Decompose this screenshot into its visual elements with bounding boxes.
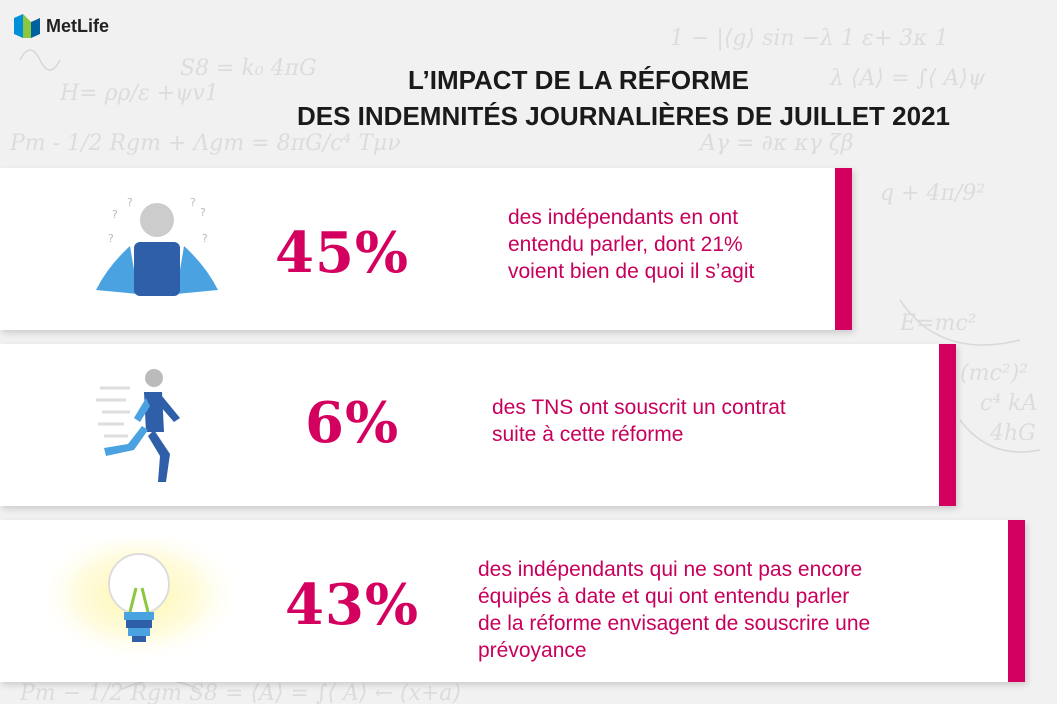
metlife-logo-icon — [14, 14, 40, 38]
stat-description: des indépendants qui ne sont pas encore … — [478, 558, 871, 662]
svg-text:(mc²)²: (mc²)² — [960, 361, 1028, 386]
stat-percent: 45% — [275, 220, 410, 286]
svg-text:?: ? — [112, 208, 118, 221]
confused-person-icon: ??? ??? — [96, 196, 218, 296]
stat-card-intention: 43% des indépendants qui ne sont pas enc… — [0, 520, 1025, 682]
svg-text:E=mc²: E=mc² — [899, 311, 977, 336]
svg-text:4hG: 4hG — [989, 421, 1036, 446]
stat-percent: 6% — [305, 390, 400, 456]
stat-card-awareness: ??? ??? 45% des indépendants en ont ente… — [0, 168, 852, 330]
svg-text:?: ? — [127, 196, 133, 209]
svg-text:Pm - 1/2 Rgm + Λgm = 8πG/c⁴ Tμ: Pm - 1/2 Rgm + Λgm = 8πG/c⁴ Tμν — [9, 131, 401, 156]
title-line-1: L’IMPACT DE LA RÉFORME — [408, 65, 749, 95]
svg-text:q + 4π/9²: q + 4π/9² — [880, 181, 985, 206]
brand-name: MetLife — [46, 15, 109, 36]
svg-text:Pm − 1/2 Rgm S8 = ⟨A⟩ = ∫⟨ A: Pm − 1/2 Rgm S8 = ⟨A⟩ = ∫⟨ A⟩ ← (x+a) — [19, 681, 461, 704]
page-title: L’IMPACT DE LA RÉFORME DES INDEMNITÉS JO… — [0, 62, 1057, 134]
svg-text:?: ? — [200, 206, 206, 219]
svg-text:1 − |⟨g⟩ sin −λ 1 ε+ 3κ 1: 1 − |⟨g⟩ sin −λ 1 ε+ 3κ 1 — [670, 26, 949, 51]
stat-card-subscribed: 6% des TNS ont souscrit un contrat suite… — [0, 344, 956, 506]
svg-text:c⁴ kA: c⁴ kA — [980, 391, 1037, 416]
lightbulb-icon — [44, 538, 234, 664]
stat-percent: 43% — [285, 572, 420, 638]
stat-description: des TNS ont souscrit un contrat suite à … — [492, 396, 786, 446]
stat-description: des indépendants en ont entendu parler, … — [508, 206, 755, 283]
accent-bar — [835, 168, 852, 330]
svg-text:?: ? — [108, 232, 114, 245]
accent-bar — [1008, 520, 1025, 682]
svg-text:?: ? — [202, 232, 208, 245]
metlife-logo: MetLife — [14, 14, 109, 38]
running-person-icon — [96, 369, 180, 482]
accent-bar — [939, 344, 956, 506]
svg-text:Aγ = ∂κ κγ ζβ: Aγ = ∂κ κγ ζβ — [698, 131, 853, 156]
title-line-2: DES INDEMNITÉS JOURNALIÈRES DE JUILLET 2… — [296, 101, 951, 131]
svg-text:?: ? — [190, 196, 196, 209]
